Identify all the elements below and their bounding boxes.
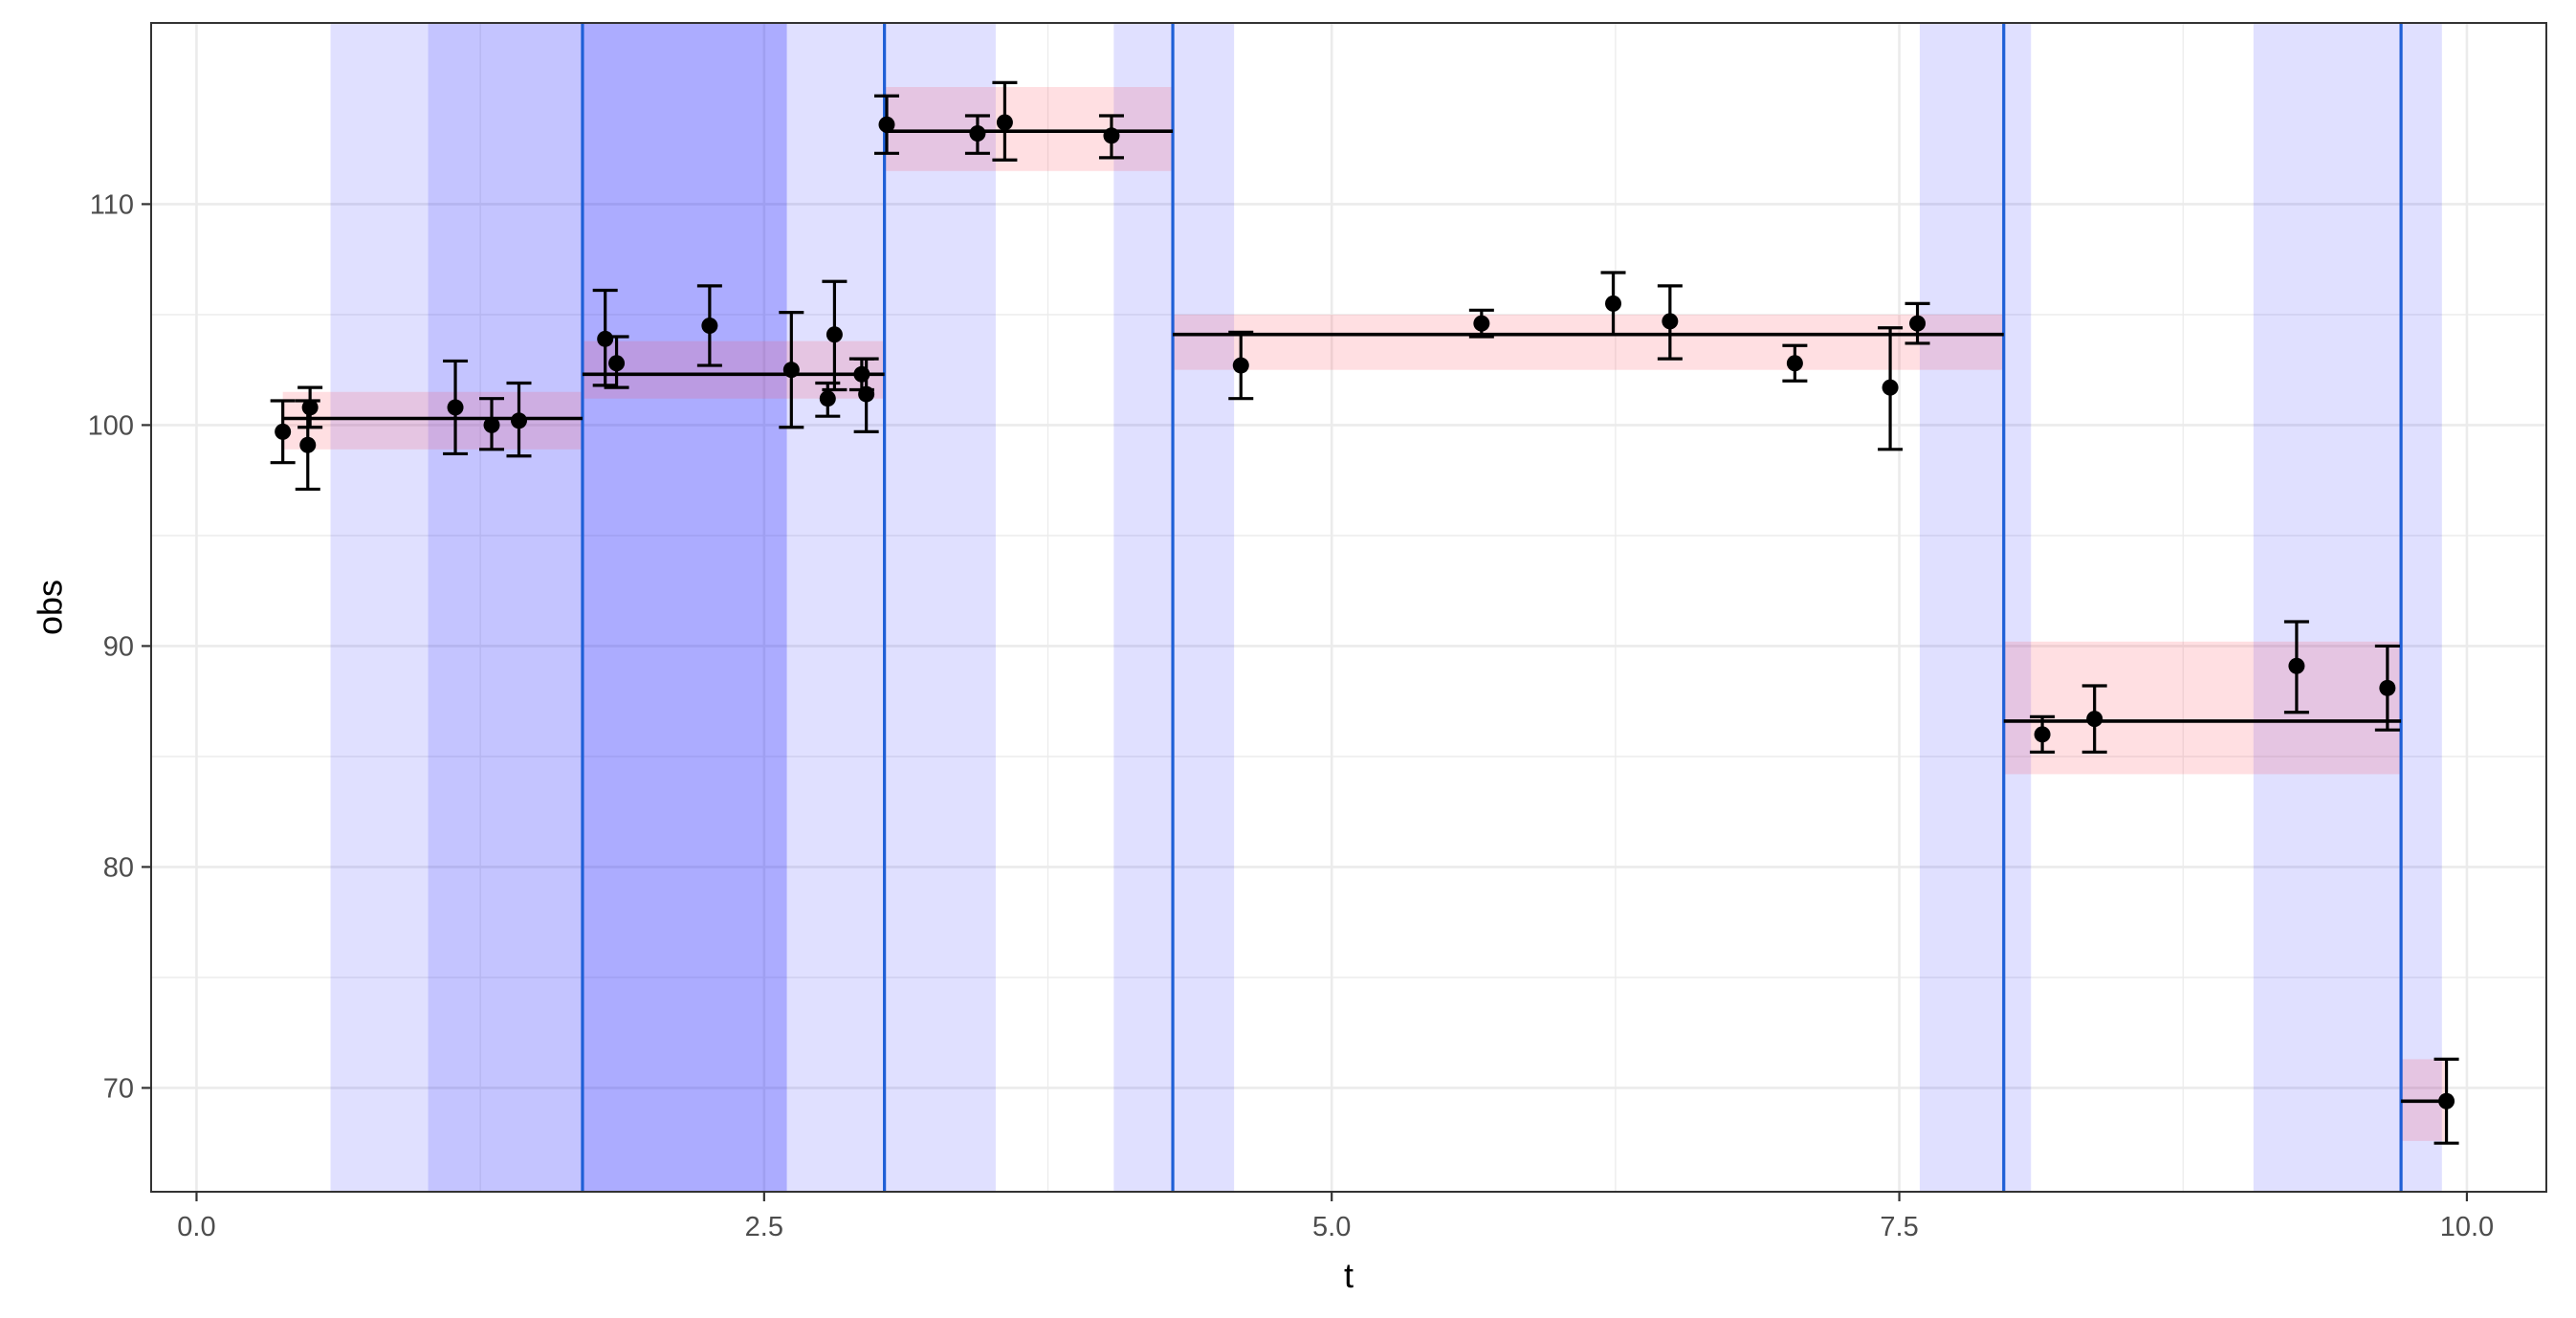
y-tick-label: 80	[103, 852, 134, 883]
data-point	[853, 365, 870, 383]
data-point	[299, 436, 317, 453]
y-tick-label: 70	[103, 1073, 134, 1104]
changepoint-intervals	[330, 23, 2442, 1192]
panel-border	[150, 22, 2547, 1193]
data-point	[1882, 379, 1899, 396]
segment-band	[884, 86, 1174, 171]
data-points	[275, 114, 2455, 1109]
x-tick-label: 0.0	[177, 1212, 215, 1242]
x-tick-label: 10.0	[2440, 1212, 2494, 1242]
axis-ticks: 0.0 2.5 5.0 7.5 10.0 70 80 90 100 110	[88, 189, 2495, 1242]
data-point	[701, 317, 718, 334]
data-point	[2379, 679, 2396, 696]
grid	[151, 23, 2546, 1192]
data-point	[1786, 355, 1803, 372]
x-axis-title: t	[1344, 1256, 1354, 1295]
changepoint-interval	[2253, 23, 2442, 1192]
data-point	[858, 385, 875, 403]
segment-band	[2003, 641, 2402, 775]
x-tick-label: 5.0	[1312, 1212, 1351, 1242]
y-axis-title: obs	[31, 580, 70, 635]
data-point	[819, 390, 836, 407]
data-point	[1605, 295, 1622, 312]
data-point	[969, 125, 986, 143]
data-point	[878, 116, 895, 133]
changepoint-interval	[582, 23, 996, 1192]
y-tick-label: 90	[103, 631, 134, 662]
data-point	[483, 416, 500, 433]
data-point	[2288, 657, 2305, 674]
data-point	[1662, 313, 1679, 330]
y-tick-label: 100	[88, 410, 134, 441]
data-point	[275, 423, 292, 440]
segment-band	[282, 391, 583, 450]
data-point	[301, 399, 319, 416]
data-point	[2086, 711, 2103, 728]
data-point	[826, 326, 843, 343]
data-point	[511, 412, 528, 429]
data-point	[2034, 726, 2051, 743]
data-point	[1232, 357, 1249, 374]
data-point	[608, 355, 626, 372]
y-tick-label: 110	[90, 189, 134, 220]
changepoint-interval	[428, 23, 787, 1192]
data-point	[996, 114, 1013, 131]
changepoint-interval	[330, 23, 787, 1192]
data-point	[1909, 315, 1926, 332]
data-point	[1473, 315, 1490, 332]
x-tick-label: 2.5	[745, 1212, 783, 1242]
data-point	[1103, 127, 1120, 144]
changepoint-interval	[1919, 23, 2032, 1192]
data-point	[782, 362, 800, 379]
x-tick-label: 7.5	[1880, 1212, 1918, 1242]
data-point	[447, 399, 464, 416]
segment-band	[1173, 314, 2004, 370]
data-point	[597, 330, 614, 347]
data-point	[2438, 1092, 2455, 1109]
changepoint-lines	[581, 23, 2403, 1192]
